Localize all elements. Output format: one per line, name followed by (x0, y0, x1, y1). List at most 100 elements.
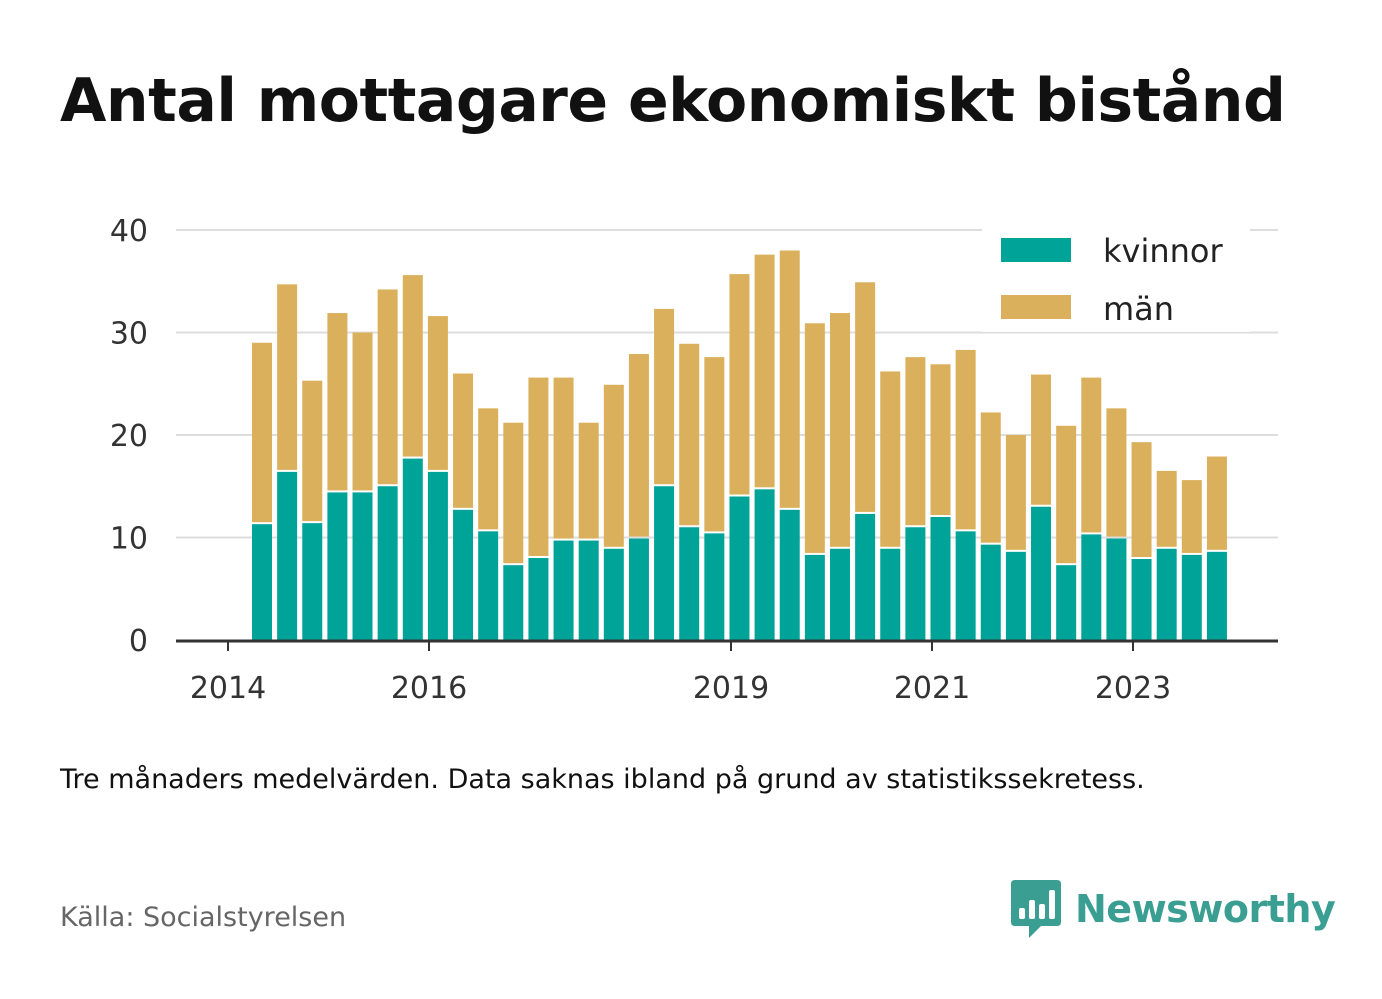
y-tick-label: 40 (110, 214, 148, 249)
bar-kvinnor (855, 513, 876, 640)
bar-kvinnor (377, 486, 398, 640)
x-tick-label: 2016 (391, 671, 467, 706)
bar-man (302, 380, 323, 522)
bar-kvinnor (277, 471, 298, 640)
bar-man (352, 332, 373, 491)
bar-man (277, 284, 298, 470)
bar-kvinnor (252, 524, 272, 640)
legend: kvinnor män (982, 222, 1250, 332)
bar-man (704, 357, 725, 532)
bar-kvinnor (1181, 554, 1202, 640)
bar-man (1081, 377, 1102, 533)
chart-note: Tre månaders medelvärden. Data saknas ib… (60, 764, 1145, 795)
x-tick-label: 2019 (693, 671, 769, 706)
bar-man (553, 377, 574, 539)
bar-kvinnor (427, 471, 448, 640)
bar-man (654, 308, 675, 485)
bar-man (478, 408, 499, 530)
bar-man (1206, 456, 1227, 550)
bar-kvinnor (1031, 506, 1052, 640)
y-tick-label: 20 (110, 419, 148, 454)
bar-kvinnor (327, 492, 348, 640)
bar-kvinnor (1131, 559, 1152, 640)
bar-man (729, 274, 750, 495)
bar-man (528, 377, 549, 556)
bar-kvinnor (955, 531, 976, 640)
bar-man (804, 323, 825, 553)
bar-kvinnor (754, 489, 775, 640)
bar-man (402, 275, 423, 457)
bar-man (453, 373, 474, 508)
bar-man (503, 422, 524, 564)
bar-kvinnor (503, 565, 524, 640)
bar-kvinnor (704, 533, 725, 640)
bar-man (905, 357, 926, 526)
bar-man (252, 342, 272, 523)
bar-kvinnor (829, 548, 850, 640)
bar-kvinnor (578, 540, 599, 640)
bar-man (1156, 470, 1177, 547)
bar-kvinnor (628, 538, 649, 640)
axes: 0 10 20 30 40 2014 2016 2019 2021 2023 (110, 214, 1278, 706)
bar-man (427, 316, 448, 470)
bar-kvinnor (402, 458, 423, 640)
bar-kvinnor (980, 544, 1001, 640)
bar-kvinnor (930, 517, 951, 640)
bar-man (880, 371, 901, 547)
newsworthy-icon (1011, 880, 1061, 938)
bar-kvinnor (1206, 551, 1227, 640)
y-tick-label: 0 (129, 624, 148, 659)
x-tick-label: 2014 (190, 671, 266, 706)
bar-kvinnor (729, 496, 750, 640)
bar-kvinnor (905, 527, 926, 640)
bar-kvinnor (1156, 548, 1177, 640)
bar-kvinnor (679, 527, 700, 640)
bar-man (930, 364, 951, 515)
bar-kvinnor (1056, 565, 1077, 640)
chart-title: Antal mottagare ekonomiskt bistånd (60, 66, 1286, 136)
legend-label-man: män (1103, 290, 1174, 328)
bar-kvinnor (528, 558, 549, 640)
stacked-bar-chart: 0 10 20 30 40 2014 2016 2019 2021 2023 kvinnor mä… (110, 214, 1278, 706)
x-tick-label: 2021 (894, 671, 970, 706)
bar-kvinnor (1081, 534, 1102, 640)
bar-kvinnor (352, 492, 373, 640)
bar-man (779, 250, 800, 508)
bar-man (1181, 480, 1202, 553)
bar-man (955, 349, 976, 530)
newsworthy-logo: Newsworthy (1011, 880, 1336, 938)
bar-man (377, 289, 398, 485)
bar-man (855, 282, 876, 512)
bar-kvinnor (553, 540, 574, 640)
bar-kvinnor (302, 523, 323, 640)
bar-man (829, 313, 850, 547)
y-tick-label: 30 (110, 317, 148, 352)
legend-swatch-man (1001, 295, 1071, 319)
bar-man (1056, 425, 1077, 564)
bars (252, 250, 1227, 640)
brand-name: Newsworthy (1075, 887, 1336, 931)
bar-man (327, 313, 348, 491)
bar-man (578, 422, 599, 539)
x-tick-label: 2023 (1095, 671, 1171, 706)
bar-kvinnor (779, 509, 800, 640)
bar-man (628, 354, 649, 537)
bar-man (754, 254, 775, 488)
source-credit: Källa: Socialstyrelsen (60, 902, 347, 933)
legend-label-kvinnor: kvinnor (1103, 232, 1224, 270)
bar-man (1131, 442, 1152, 558)
bar-kvinnor (1106, 538, 1127, 640)
bar-man (980, 412, 1001, 543)
bar-man (1005, 435, 1026, 550)
y-tick-label: 10 (110, 522, 148, 557)
bar-kvinnor (654, 486, 675, 640)
bar-kvinnor (804, 554, 825, 640)
legend-swatch-kvinnor (1001, 238, 1071, 262)
bar-kvinnor (880, 548, 901, 640)
bar-man (679, 343, 700, 526)
bar-kvinnor (603, 548, 624, 640)
bar-kvinnor (478, 531, 499, 640)
bar-kvinnor (1005, 551, 1026, 640)
bar-man (603, 384, 624, 547)
bar-kvinnor (453, 509, 474, 640)
